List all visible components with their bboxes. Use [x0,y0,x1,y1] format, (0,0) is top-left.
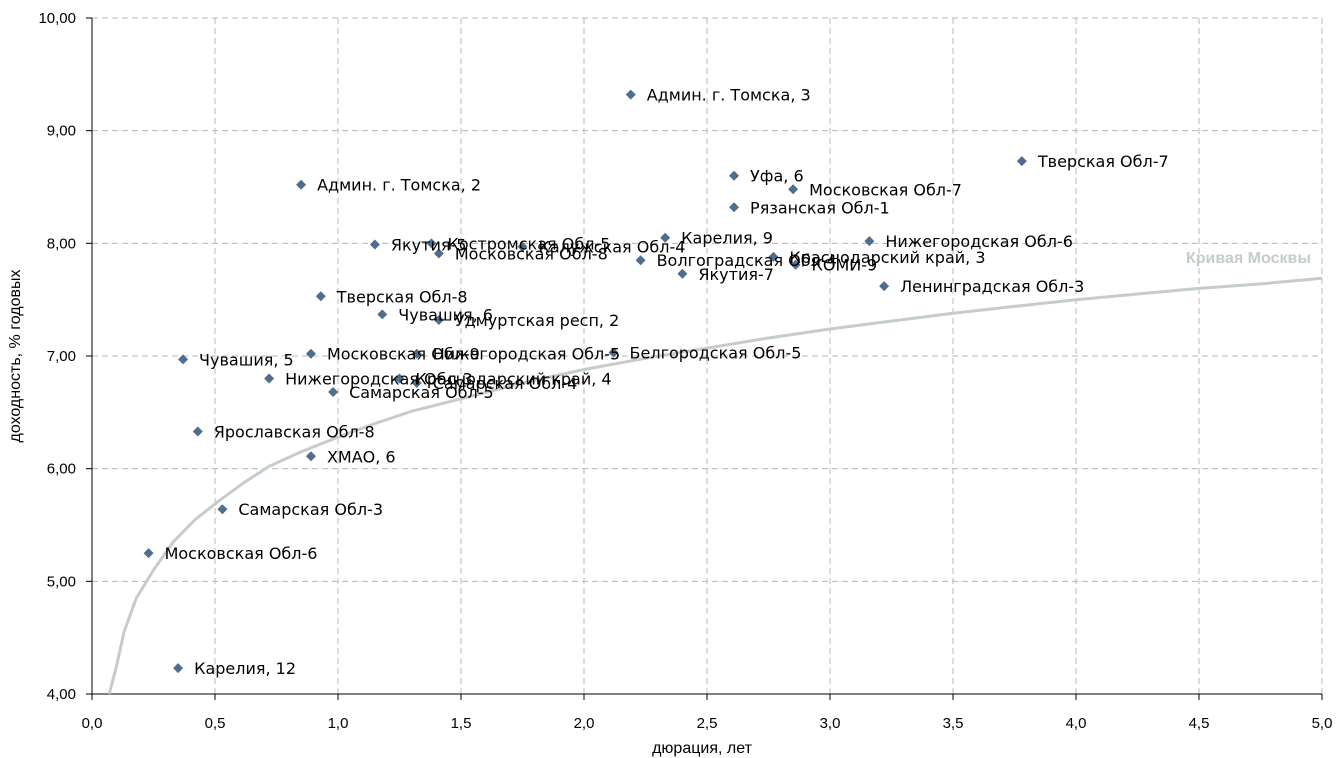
data-point-marker [328,387,339,398]
grid-lines [92,17,1323,694]
moscow-curve: Кривая Москвы [107,250,1323,695]
data-point-marker [173,663,184,674]
data-point-label: ХМАО, 6 [327,447,396,466]
data-point-label: Московская Обл-8 [455,244,608,263]
data-point-marker [433,314,444,325]
data-point-marker [143,548,154,559]
data-point-marker [635,255,646,266]
data-point-marker [305,451,316,462]
data-point-label: Админ. г. Томска, 2 [317,176,481,195]
data-point-marker [517,241,528,252]
data-point-marker [768,251,779,262]
data-point-marker [677,268,688,279]
x-axis-title: дюрация, лет [652,740,752,757]
data-point-label: Волгоградская Обл-4 [657,251,837,270]
data-point-marker [790,259,801,270]
data-point-label: Чувашия, 5 [199,350,294,369]
data-point-marker [625,89,636,100]
data-point-label: Краснодарский край, 3 [789,248,985,267]
data-point-marker [729,170,740,181]
data-points [143,89,1027,674]
data-labels: Админ. г. Томска, 3 Тверская Обл-7 Админ. … [165,86,1169,678]
data-point-label: Московская Обл-7 [809,180,962,199]
data-point-marker [660,232,671,243]
data-point-marker [1016,156,1027,167]
data-point-marker [305,348,316,359]
data-point-marker [411,378,422,389]
data-point-label: Карелия, 9 [681,229,773,248]
data-point-label: КОМИ-9 [812,256,878,275]
data-point-marker [394,373,405,384]
data-point-marker [729,202,740,213]
data-point-label: Якутия-7 [698,265,774,284]
axes: 0,0 0,5 1,0 1,5 2,0 2,5 3,0 3,5 4,0 4,5 5,0 4,00 5,0… [38,10,1332,732]
x-tick-label: 4,5 [1189,715,1210,732]
x-tick-label: 4,0 [1066,715,1087,732]
data-point-marker [864,236,875,247]
data-point-marker [296,179,307,190]
x-tick-label: 1,5 [451,715,472,732]
data-point-label: Рязанская Обл-1 [750,198,890,217]
data-point-label: Белгородская Обл-5 [630,344,802,363]
data-point-marker [608,347,619,358]
data-point-label: Самарская Обл-5 [349,383,494,402]
data-point-marker [192,426,203,437]
y-tick-label: 10,00 [38,10,76,27]
y-tick-label: 8,00 [47,235,76,252]
data-point-label: Тверская Обл-7 [1037,152,1169,171]
data-point-label: Самарская Обл-3 [238,500,383,519]
x-tick-label: 3,5 [943,715,964,732]
x-tick-label: 2,5 [697,715,718,732]
y-axis-title: доходность, % годовых [7,270,24,443]
data-point-label: Тверская Обл-8 [336,287,468,306]
data-point-label: Краснодарский край, 4 [416,370,612,389]
data-point-label: Московская Обл-6 [165,544,318,563]
data-point-marker [433,248,444,259]
data-point-label: Якутия-5 [391,235,467,254]
data-point-marker [426,238,437,249]
moscow-curve-line [107,276,1323,695]
data-point-label: Нижегородская Обл-6 [885,232,1073,251]
y-tick-label: 4,00 [47,686,76,703]
data-point-marker [217,504,228,515]
data-point-label: Московская Обл-9 [327,345,480,364]
x-tick-label: 0,5 [205,715,226,732]
y-tick-label: 5,00 [47,573,76,590]
x-tick-label: 5,0 [1312,715,1333,732]
data-point-label: Админ. г. Томска, 3 [647,86,811,105]
data-point-marker [315,291,326,302]
data-point-marker [369,239,380,250]
data-point-label: Удмуртская респ, 2 [455,311,619,330]
data-point-marker [411,348,422,359]
data-point-marker [178,354,189,365]
curve-series-label: Кривая Москвы [1186,250,1311,267]
data-point-label: Нижегородская Обл-3 [285,370,473,389]
x-tick-label: 2,0 [574,715,595,732]
y-tick-label: 7,00 [47,348,76,365]
x-tick-label: 1,0 [328,715,349,732]
data-point-label: Костромская Обл-5 [447,234,610,253]
data-point-marker [788,184,799,195]
y-tick-label: 9,00 [47,123,76,140]
data-point-marker [879,281,890,292]
data-point-marker [377,309,388,320]
data-point-label: Нижегородская Обл-5 [433,345,621,364]
data-point-label: Ленинградская Обл-3 [900,277,1084,296]
data-point-label: Чувашия, 6 [398,305,493,324]
data-point-label: Самарская Обл-4 [433,374,578,393]
data-point-label: Карелия, 12 [194,659,296,678]
data-point-label: Ярославская Обл-8 [214,422,375,441]
x-tick-label: 3,0 [820,715,841,732]
data-point-label: Уфа, 6 [750,167,804,186]
data-point-marker [264,373,275,384]
y-tick-label: 6,00 [47,461,76,478]
data-point-label: Калужская Обл-4 [539,238,686,257]
x-tick-label: 0,0 [82,715,103,732]
